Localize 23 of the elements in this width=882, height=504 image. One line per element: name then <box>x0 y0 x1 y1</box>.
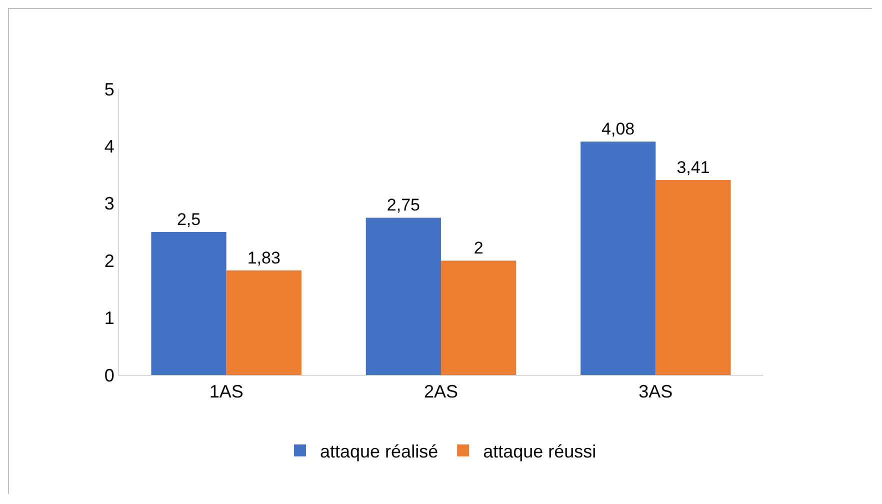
data-label: 2,75 <box>386 196 420 215</box>
legend-label: attaque réussi <box>483 441 596 462</box>
x-tick-label: 1AS <box>209 382 244 402</box>
bar <box>226 270 302 375</box>
data-label: 3,41 <box>676 158 710 177</box>
y-tick-label: 2 <box>104 250 114 271</box>
bar <box>656 180 731 375</box>
legend-label: attaque réalisé <box>320 441 438 462</box>
y-tick-label: 5 <box>104 79 114 100</box>
y-tick-label: 4 <box>104 136 114 156</box>
bar <box>151 232 226 375</box>
data-label: 2,5 <box>176 210 201 229</box>
bar <box>366 218 441 375</box>
data-label: 4,08 <box>602 120 635 139</box>
bar <box>441 260 516 375</box>
bar <box>580 142 656 375</box>
y-tick-label: 0 <box>104 365 114 386</box>
data-label: 1,83 <box>247 248 280 268</box>
x-tick-label: 2AS <box>424 382 458 402</box>
y-tick-label: 1 <box>104 308 114 328</box>
data-label: 2 <box>474 238 484 258</box>
x-tick-label: 3AS <box>638 382 673 402</box>
y-tick-label: 3 <box>104 194 114 214</box>
